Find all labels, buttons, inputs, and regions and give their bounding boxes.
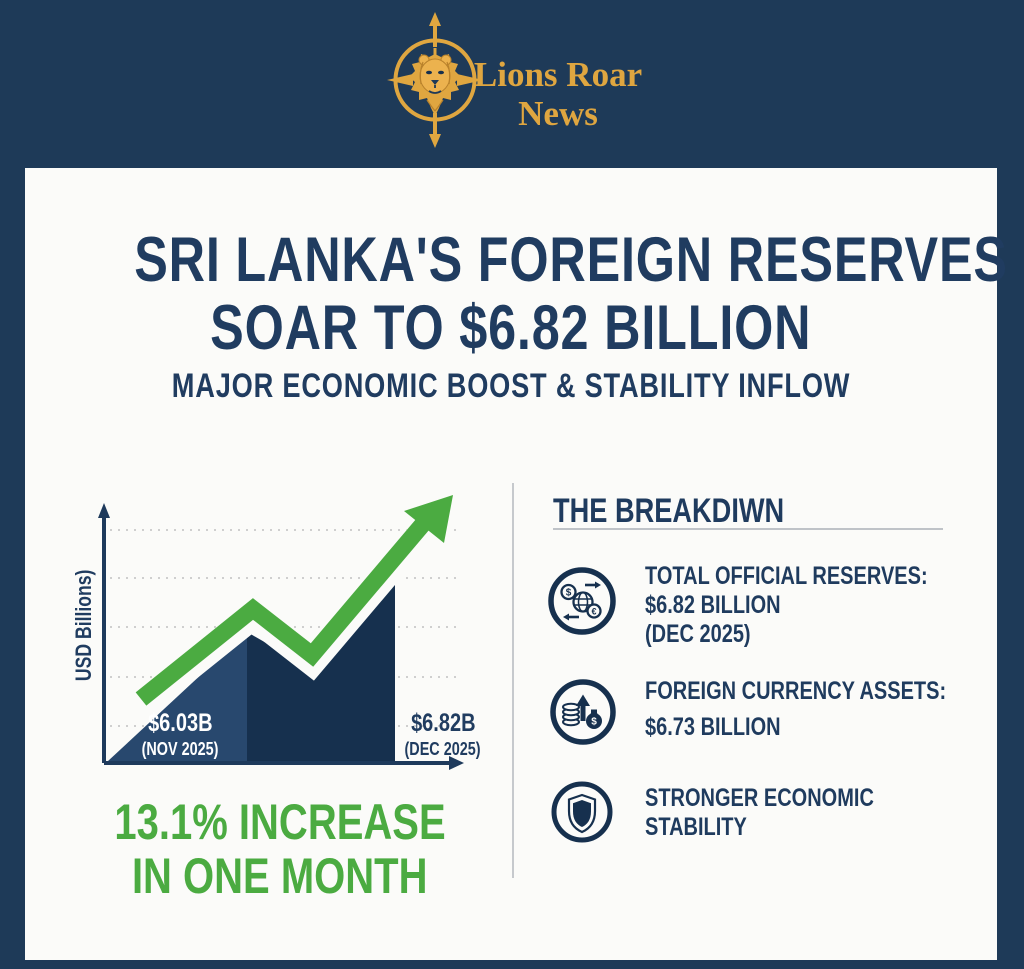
data-label-dec: $6.82B (DEC 2025) — [373, 709, 513, 760]
data-label-nov: $6.03B (NOV 2025) — [110, 709, 250, 760]
breakdown-item-line: FOREIGN CURRENCY ASSETS: — [645, 677, 947, 705]
breakdown-item-line: STRONGER ECONOMIC — [645, 784, 874, 812]
breakdown-item-line: $6.82 BILLION — [645, 591, 781, 619]
breakdown-item-total-reserves: TOTAL OFFICIAL RESERVES: $6.82 BILLION (… — [645, 562, 965, 649]
nov-value: $6.03B — [147, 709, 213, 737]
trend-arrow-head — [404, 495, 453, 543]
axes — [102, 516, 451, 765]
brand-line2: News — [518, 94, 598, 133]
dec-period: (DEC 2025) — [404, 739, 482, 759]
brand-name: Lions Roar News — [468, 55, 648, 132]
breakdown-item-stability: STRONGER ECONOMIC STABILITY — [645, 784, 965, 842]
breakdown-heading: THE BREAKDIWN — [553, 492, 785, 530]
trend-arrow — [135, 518, 430, 706]
y-axis-label: USD Billions) — [71, 569, 96, 681]
svg-text:$: $ — [591, 717, 597, 728]
y-axis-arrowhead — [98, 503, 110, 518]
breakdown-item-currency-assets: FOREIGN CURRENCY ASSETS: $6.73 BILLION — [645, 673, 965, 745]
increase-line2: IN ONE MONTH — [132, 848, 428, 904]
headline-line2: SOAR TO $6.82 BILLION — [210, 293, 812, 363]
reserves-trend-chart — [98, 495, 464, 770]
increase-callout: 13.1% INCREASE IN ONE MONTH — [55, 795, 505, 903]
lion-compass-logo — [387, 12, 483, 148]
breakdown-item-line: $6.73 BILLION — [645, 713, 781, 741]
assets-growth-icon: $ — [550, 679, 616, 745]
brand-line1: Lions Roar — [473, 55, 643, 94]
shield-icon — [551, 781, 613, 843]
breakdown-item-line: (DEC 2025) — [645, 620, 751, 648]
headline-line1: SRI LANKA'S FOREIGN RESERVES — [134, 225, 1008, 295]
breakdown-underline — [553, 528, 943, 530]
column-divider — [512, 483, 514, 878]
breakdown-item-line: STABILITY — [645, 813, 747, 841]
content-card: SRI LANKA'S FOREIGN RESERVES SOAR TO $6.… — [25, 168, 1008, 960]
headline-subtitle: MAJOR ECONOMIC BOOST & STABILITY INFLOW — [171, 367, 851, 405]
breakdown-item-line: TOTAL OFFICIAL RESERVES: — [645, 562, 928, 590]
svg-text:$: $ — [566, 588, 572, 599]
headline: SRI LANKA'S FOREIGN RESERVES SOAR TO $6.… — [25, 225, 1008, 405]
increase-line1: 13.1% INCREASE — [114, 794, 446, 850]
nov-period: (NOV 2025) — [141, 739, 219, 759]
currency-exchange-icon: $ € — [548, 567, 616, 635]
svg-text:€: € — [591, 607, 596, 617]
dec-value: $6.82B — [410, 709, 476, 737]
x-axis-arrowhead — [449, 756, 464, 770]
